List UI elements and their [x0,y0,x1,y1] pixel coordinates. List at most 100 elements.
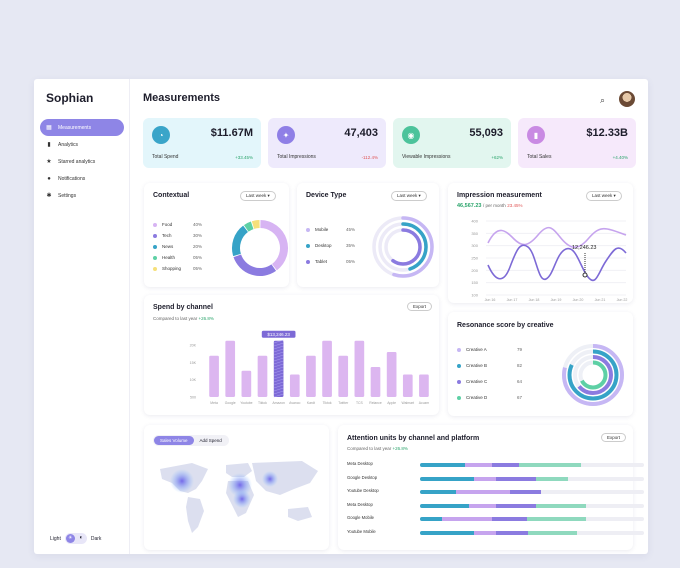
tab-add-spend[interactable]: Add Spend [199,438,222,443]
legend-label: Creative D [466,395,488,400]
search-icon[interactable]: ⌕ [600,95,606,105]
attention-row-label: Google Mobile [347,515,375,520]
legend-label: Tech [162,233,172,238]
y-tick: 10K [190,378,197,382]
attention-segment [496,476,537,481]
x-tick: Jun 20 [573,298,584,302]
kpi-value: 47,403 [344,127,378,139]
bar-tooltip-bg [261,330,296,338]
y-tick: 300 [471,243,478,248]
world-heatmap [160,461,318,533]
bar-stripe [273,363,284,368]
kpi-label: Viewable Impressions [402,154,451,160]
legend-label: Creative B [466,363,488,368]
attention-segment [473,476,497,481]
x-tick: Jun 22 [617,298,628,302]
legend-label: Creative C [466,379,488,384]
impression-line-chart: 400 350 300 250 200 150 100 Jun 16 Jun 17 Jun 18 J… [471,219,628,303]
legend-dot [457,395,461,400]
period-dropdown[interactable]: Last week ▾ [240,191,276,201]
legend-label: Creative A [466,347,487,352]
kpi-card-viewable-impressions: ◉ 55,093 Viewable Impressions +62% [393,118,511,168]
attention-segment [527,517,586,521]
sidebar-item-notifications[interactable]: ● Notifications [40,170,124,187]
impression-value: 46,567.23 [457,203,482,209]
device-ring-mobile [372,216,434,278]
bar-stripe [273,357,284,362]
bar-tcs [354,340,365,397]
bar-google [225,340,236,397]
kpi-icon: ◉ [402,126,420,144]
y-tick: 500 [190,396,196,400]
gear-icon: ✱ [46,192,52,199]
bar-stripe [273,366,284,371]
legend-pct: 05% [346,259,356,264]
x-tick: Acuzm [419,401,430,405]
attention-segment [420,503,470,508]
bar-stripe [273,378,284,383]
x-tick: Jun 21 [595,298,606,302]
sidebar-item-starred-analytics[interactable]: ★ Starred analytics [40,153,124,170]
bar-stripe [273,375,284,380]
sidebar-item-measurements[interactable]: ▦ Measurements [40,119,124,136]
legend-value: 79 [517,347,523,352]
legend-item: Tech 30% [153,233,202,238]
kpi-icon: ✦ [277,126,295,144]
export-button[interactable]: Export [407,302,433,311]
x-tick: Jun 18 [529,298,540,302]
bar-acuzm [419,374,429,397]
theme-dark-label: Dark [90,535,102,542]
legend-dot [457,363,461,368]
avatar[interactable] [619,91,635,107]
x-tick: Tiktok [323,401,332,405]
kpi-label: Total Impressions [277,154,316,160]
y-tick: 350 [471,231,478,236]
bar-stripe [273,339,284,344]
app-window: Sophian ▦ Measurements ▮ Analytics ★ Starre… [34,79,648,554]
attention-subtitle: Compared to last year +26.8% [347,446,408,451]
attention-segment [442,517,492,521]
bar-stripe [273,387,284,392]
contextual-donut [232,220,288,276]
sidebar-item-analytics[interactable]: ▮ Analytics [40,136,124,153]
period-dropdown[interactable]: Last week ▾ [586,191,622,201]
chevron-down-icon: ▾ [267,193,270,198]
device-type-card: Device Type Last week ▾ Mobile 45% Desktop… [297,183,439,287]
legend-dot [306,243,310,248]
legend-label: Mobile [315,227,329,232]
bar-chart-icon: ▮ [47,141,51,148]
kpi-icon: ▮ [527,126,545,144]
tooltip-value: 12,246.23 [572,245,596,251]
resonance-ring-creative-b [567,349,619,401]
attention-row-bar [420,463,644,467]
kpi-card-total-sales: ▮ $12.33B Total Sales +4.40% [518,118,636,168]
sidebar-item-label: Notifications [58,175,86,182]
x-tick: Jun 19 [551,298,562,302]
bar-stripe [273,345,284,350]
subtitle-text: Compared to last year [153,316,198,321]
attention-segment [491,517,528,521]
donut-slice [232,225,249,257]
period-dropdown[interactable]: Last week ▾ [391,191,427,201]
legend-dot [153,244,157,249]
attention-segment [491,463,519,467]
chevron-down-icon: ▾ [418,193,421,198]
tab-sales-volume[interactable]: Sales Volume [154,436,194,445]
legend-pct: 35% [346,243,356,248]
spend-subtitle: Compared to last year +26.8% [153,316,214,321]
kpi-label: Total Sales [527,154,552,160]
x-tick: TCS [356,401,364,405]
export-button[interactable]: Export [601,433,627,442]
x-tick: Twitter [338,401,349,405]
x-tick: Relance [369,401,382,405]
theme-toggle[interactable]: ☀ ◐ [64,533,87,544]
sidebar: Sophian ▦ Measurements ▮ Analytics ★ Starre… [34,79,130,554]
bar-stripe [273,390,284,395]
attention-segment [420,463,465,467]
attention-row-label: Youtube Desktop [347,488,379,493]
sun-icon: ☀ [65,534,75,543]
attention-segment [420,490,456,494]
bar-stripe [273,360,284,365]
x-tick: Apple [387,401,396,405]
sidebar-item-settings[interactable]: ✱ Settings [40,187,124,204]
